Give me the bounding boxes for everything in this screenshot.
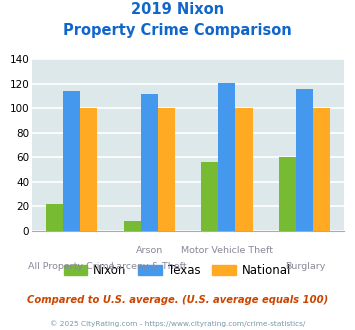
- Bar: [313, 109, 330, 231]
- Bar: [124, 221, 141, 231]
- Bar: [63, 91, 80, 231]
- Bar: [296, 89, 313, 231]
- Text: © 2025 CityRating.com - https://www.cityrating.com/crime-statistics/: © 2025 CityRating.com - https://www.city…: [50, 321, 305, 327]
- Bar: [141, 94, 158, 231]
- Text: Larceny & Theft: Larceny & Theft: [111, 262, 187, 271]
- Text: Property Crime Comparison: Property Crime Comparison: [63, 23, 292, 38]
- Text: 2019 Nixon: 2019 Nixon: [131, 2, 224, 16]
- Bar: [158, 109, 175, 231]
- Bar: [235, 109, 252, 231]
- Bar: [46, 204, 63, 231]
- Text: All Property Crime: All Property Crime: [28, 262, 114, 271]
- Bar: [279, 157, 296, 231]
- Text: Burglary: Burglary: [285, 262, 326, 271]
- Bar: [80, 109, 97, 231]
- Text: Compared to U.S. average. (U.S. average equals 100): Compared to U.S. average. (U.S. average …: [27, 295, 328, 305]
- Bar: [218, 83, 235, 231]
- Bar: [201, 162, 218, 231]
- Text: Arson: Arson: [136, 246, 163, 255]
- Text: Motor Vehicle Theft: Motor Vehicle Theft: [181, 246, 273, 255]
- Legend: Nixon, Texas, National: Nixon, Texas, National: [59, 259, 296, 282]
